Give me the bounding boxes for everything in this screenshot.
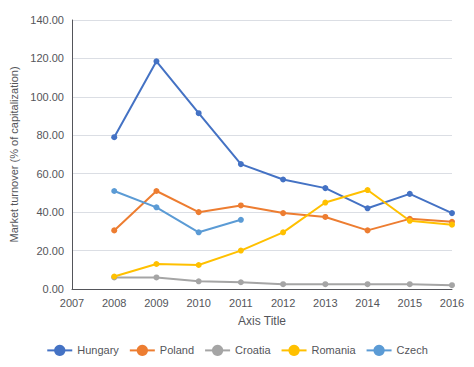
svg-text:2008: 2008 bbox=[102, 297, 126, 309]
svg-text:2009: 2009 bbox=[144, 297, 168, 309]
svg-text:2012: 2012 bbox=[271, 297, 295, 309]
svg-text:Czech: Czech bbox=[397, 344, 428, 356]
svg-text:2016: 2016 bbox=[440, 297, 464, 309]
svg-text:Croatia: Croatia bbox=[235, 344, 271, 356]
svg-text:20.00: 20.00 bbox=[36, 245, 64, 257]
svg-text:Poland: Poland bbox=[160, 344, 194, 356]
svg-text:120.00: 120.00 bbox=[30, 52, 64, 64]
svg-text:Market turnover (% of capitali: Market turnover (% of capitalization) bbox=[8, 66, 20, 242]
svg-text:Hungary: Hungary bbox=[77, 344, 119, 356]
svg-text:Romania: Romania bbox=[312, 344, 357, 356]
svg-text:0.00: 0.00 bbox=[43, 283, 64, 295]
svg-text:140.00: 140.00 bbox=[30, 14, 64, 26]
svg-text:60.00: 60.00 bbox=[36, 168, 64, 180]
svg-text:2011: 2011 bbox=[229, 297, 253, 309]
svg-text:2014: 2014 bbox=[355, 297, 379, 309]
svg-text:2013: 2013 bbox=[313, 297, 337, 309]
svg-text:2007: 2007 bbox=[60, 297, 84, 309]
svg-text:2015: 2015 bbox=[398, 297, 422, 309]
svg-text:80.00: 80.00 bbox=[36, 129, 64, 141]
svg-text:40.00: 40.00 bbox=[36, 206, 64, 218]
svg-text:100.00: 100.00 bbox=[30, 91, 64, 103]
svg-text:Axis Title: Axis Title bbox=[238, 314, 286, 328]
svg-text:2010: 2010 bbox=[186, 297, 210, 309]
